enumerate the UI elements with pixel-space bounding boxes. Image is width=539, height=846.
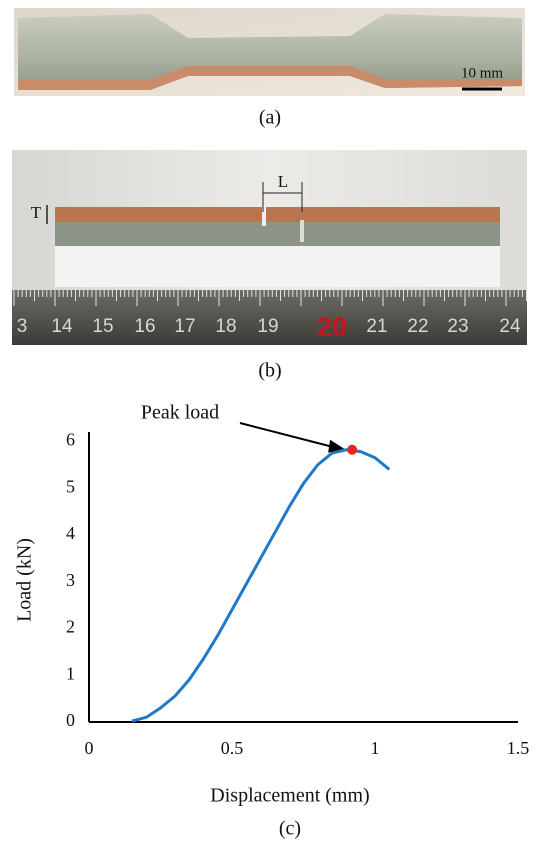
ruler-number: 15	[92, 316, 113, 337]
x-tick-label: 1	[371, 738, 380, 758]
ruler-number: 24	[499, 316, 521, 337]
scale-bar-label: 10 mm	[461, 65, 503, 81]
annotation-arrow	[239, 422, 333, 448]
y-tick-label: 6	[66, 429, 75, 449]
ruler-number: 16	[134, 316, 155, 337]
y-tick-label: 2	[66, 617, 75, 637]
ruler-number: 17	[174, 316, 195, 337]
y-tick-label: 1	[66, 663, 75, 683]
photo-a: 10 mm	[14, 8, 525, 96]
annotation: Peak load	[141, 402, 219, 424]
x-tick-label: 0	[85, 738, 94, 758]
ruler-number: 19	[257, 316, 278, 337]
y-axis-label: Load (kN)	[14, 538, 36, 622]
arrow-head	[328, 439, 345, 453]
ruler-number: 14	[51, 316, 73, 337]
length-mark: L	[278, 172, 288, 191]
y-tick-label: 5	[66, 476, 75, 496]
panel-label: (a)	[259, 107, 281, 129]
thickness-mark: T	[31, 203, 42, 222]
panel-label: (b)	[258, 360, 281, 382]
photo-b: L T 3 14 15 16 17 18 19 20 21 22 23 24	[12, 150, 527, 345]
peak-point	[347, 444, 358, 455]
y-tick-label: 0	[66, 710, 75, 730]
ruler-number: 3	[17, 316, 28, 337]
y-tick-label: 3	[66, 570, 75, 590]
x-tick-label: 0.5	[221, 738, 244, 758]
ruler-number: 21	[366, 316, 387, 337]
data-line	[131, 448, 391, 723]
ruler-number: 23	[447, 316, 468, 337]
ruler-ticks	[13, 290, 527, 306]
x-axis-label: Displacement (mm)	[210, 785, 369, 807]
panel-label: (c)	[279, 818, 301, 840]
x-tick-label: 1.5	[507, 738, 530, 758]
ruler-number: 18	[215, 316, 236, 337]
y-tick-label: 4	[66, 523, 75, 543]
ruler-number: 22	[407, 316, 428, 337]
ruler-number: 20	[317, 312, 347, 342]
